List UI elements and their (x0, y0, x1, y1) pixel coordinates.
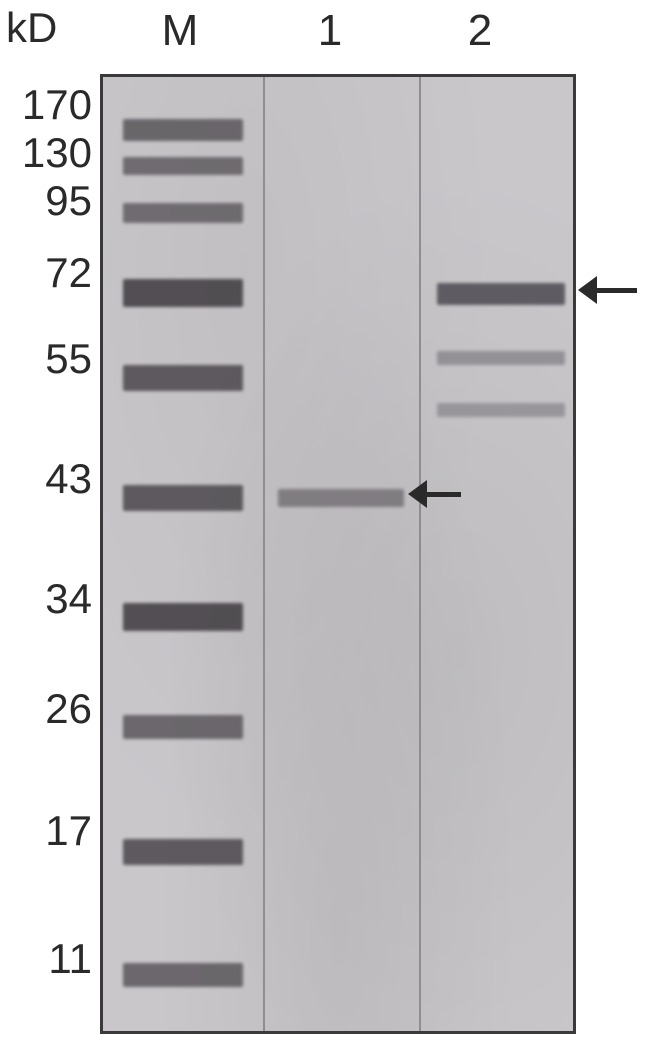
mw-label-130: 130 (0, 129, 92, 177)
arrow-shaft (427, 492, 461, 497)
lane-separator (263, 77, 265, 1031)
mw-label-26: 26 (0, 685, 92, 733)
band-lane2-2 (437, 403, 565, 417)
mw-label-34: 34 (0, 575, 92, 623)
band-marker-2 (123, 203, 243, 223)
mw-label-43: 43 (0, 455, 92, 503)
band-lane2-1 (437, 351, 565, 365)
band-marker-6 (123, 603, 243, 631)
band-marker-1 (123, 157, 243, 175)
mw-label-55: 55 (0, 335, 92, 383)
mw-label-95: 95 (0, 177, 92, 225)
band-marker-8 (123, 839, 243, 865)
lane-label-marker: M (150, 6, 210, 56)
western-blot-figure: kD M 1 2 170 130 95 72 55 43 34 26 17 11 (0, 0, 650, 1054)
band-lane1-0 (278, 489, 404, 507)
mw-label-11: 11 (0, 935, 92, 983)
band-marker-4 (123, 365, 243, 391)
arrow-head-icon (408, 480, 427, 508)
arrow-head-icon (578, 276, 597, 304)
axis-unit-label: kD (6, 4, 57, 52)
mw-label-72: 72 (0, 249, 92, 297)
arrow-shaft (597, 288, 637, 293)
lane-separator (419, 77, 421, 1031)
gel-membrane (100, 74, 576, 1034)
lane-label-1: 1 (300, 6, 360, 56)
mw-label-170: 170 (0, 81, 92, 129)
band-marker-7 (123, 715, 243, 739)
lane-label-2: 2 (450, 6, 510, 56)
band-marker-9 (123, 963, 243, 987)
band-marker-0 (123, 119, 243, 141)
band-marker-5 (123, 485, 243, 511)
band-lane2-0 (437, 283, 565, 305)
mw-label-17: 17 (0, 807, 92, 855)
band-marker-3 (123, 279, 243, 307)
